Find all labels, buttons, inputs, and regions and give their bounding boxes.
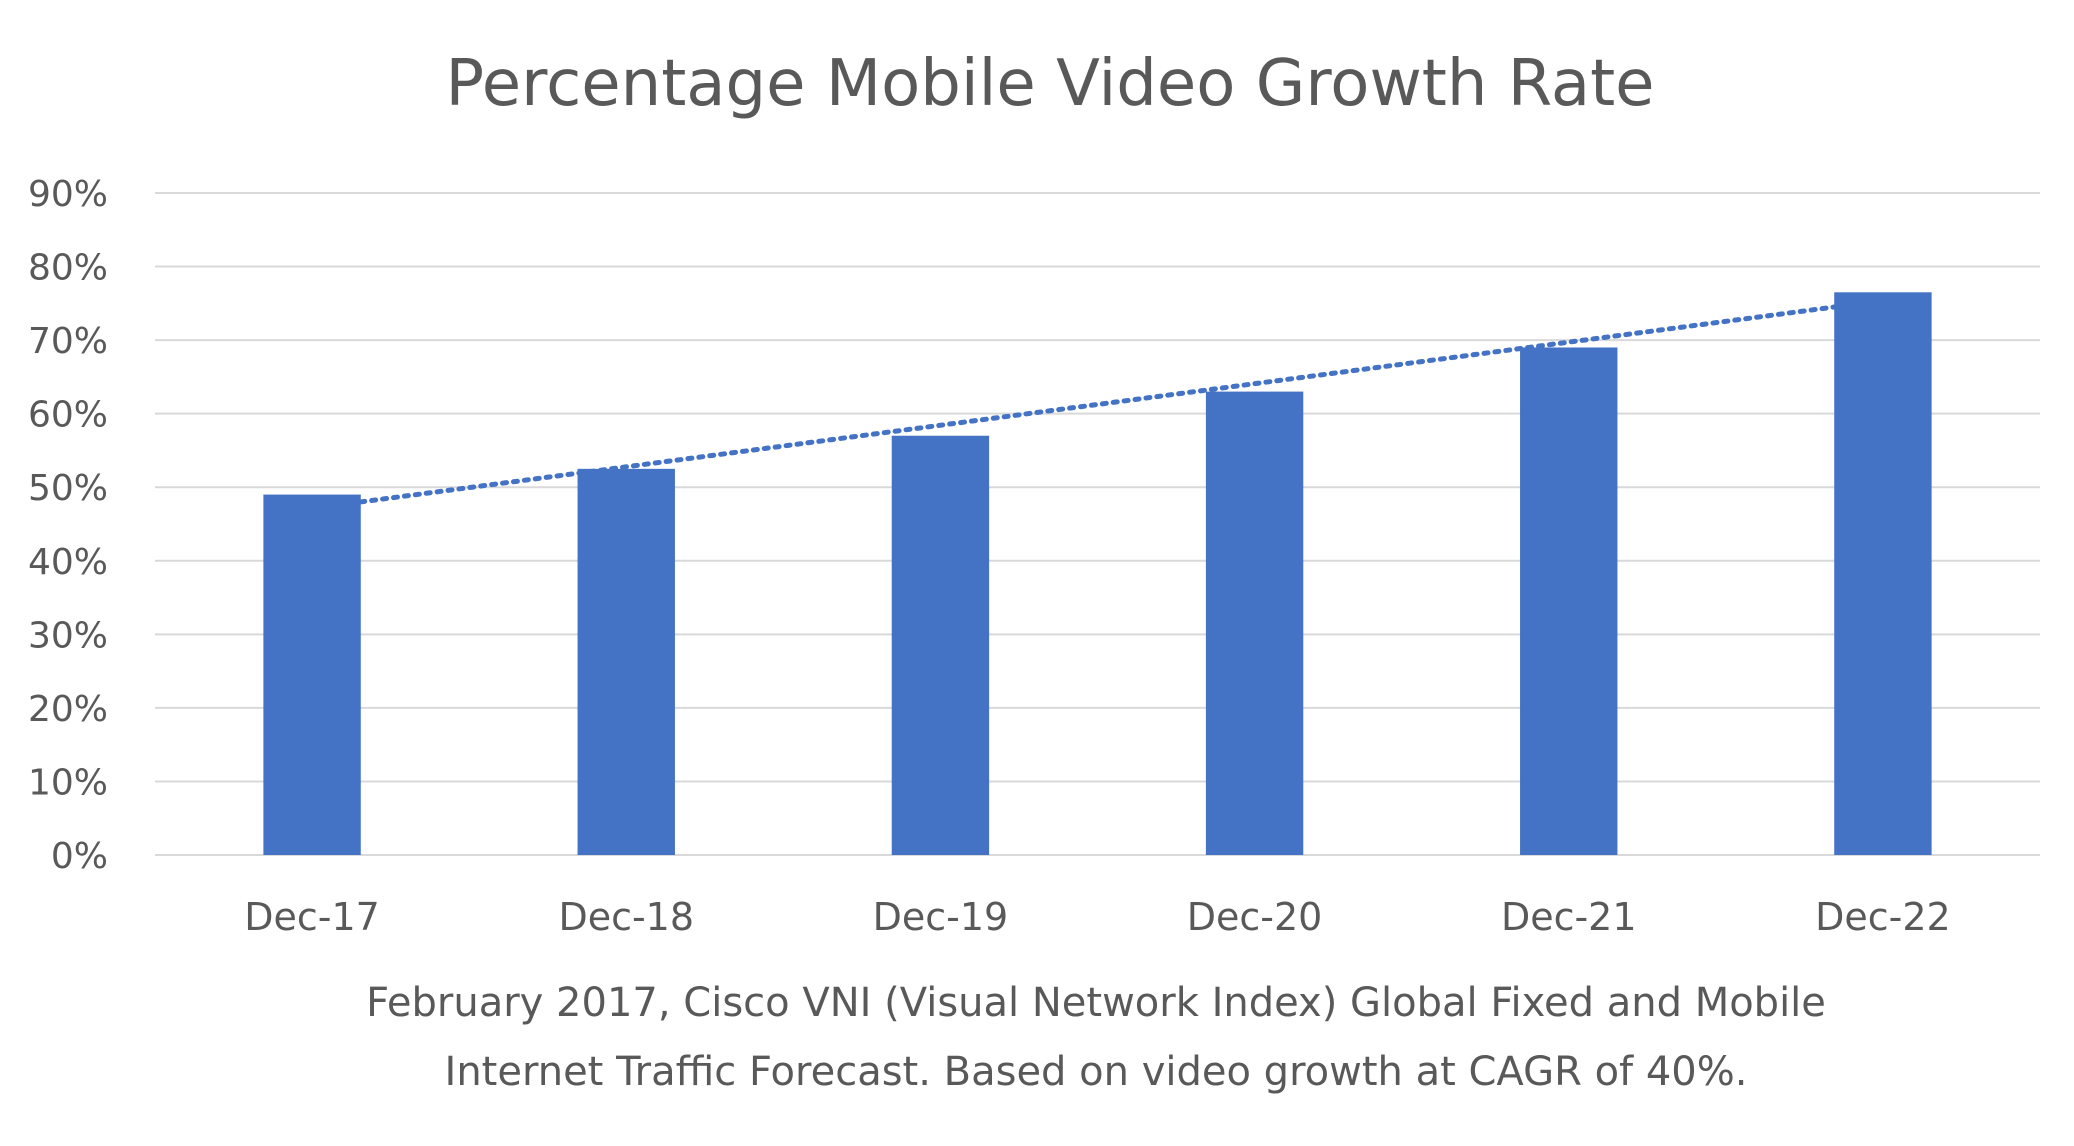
chart-title: Percentage Mobile Video Growth Rate: [445, 47, 1654, 121]
y-tick-label: 0%: [51, 836, 108, 877]
bar: [891, 435, 990, 855]
bar: [263, 494, 361, 855]
y-tick-label: 40%: [28, 542, 108, 583]
trendline: [358, 304, 1837, 505]
x-axis-labels: Dec-17 Dec-18 Dec-19 Dec-20 Dec-21 Dec-22: [244, 895, 1950, 939]
y-tick-label: 10%: [28, 762, 108, 803]
y-tick-label: 20%: [28, 689, 108, 730]
y-axis-ticks: 0% 10% 20% 30% 40% 50% 60% 70% 80% 90%: [28, 174, 108, 877]
x-tick-label: Dec-20: [1187, 895, 1323, 939]
chart-caption: February 2017, Cisco VNI (Visual Network…: [366, 980, 1826, 1095]
caption-line-2: Internet Traffic Forecast. Based on vide…: [445, 1049, 1748, 1095]
bar: [1205, 391, 1304, 855]
bar: [577, 468, 675, 855]
y-tick-label: 60%: [28, 395, 108, 436]
y-tick-label: 70%: [28, 321, 108, 362]
x-tick-label: Dec-21: [1501, 895, 1637, 939]
y-tick-label: 80%: [28, 248, 108, 289]
x-tick-label: Dec-22: [1815, 895, 1951, 939]
y-tick-label: 50%: [28, 468, 108, 509]
y-tick-label: 90%: [28, 174, 108, 215]
trendline-group: [358, 304, 1837, 505]
x-tick-label: Dec-18: [558, 895, 694, 939]
gridlines: [155, 192, 2040, 856]
bar: [1520, 347, 1618, 855]
bars: [263, 292, 1932, 855]
x-tick-label: Dec-17: [244, 895, 380, 939]
caption-line-1: February 2017, Cisco VNI (Visual Network…: [366, 980, 1826, 1026]
y-tick-label: 30%: [28, 615, 108, 656]
bar: [1834, 292, 1932, 855]
x-tick-label: Dec-19: [873, 895, 1009, 939]
